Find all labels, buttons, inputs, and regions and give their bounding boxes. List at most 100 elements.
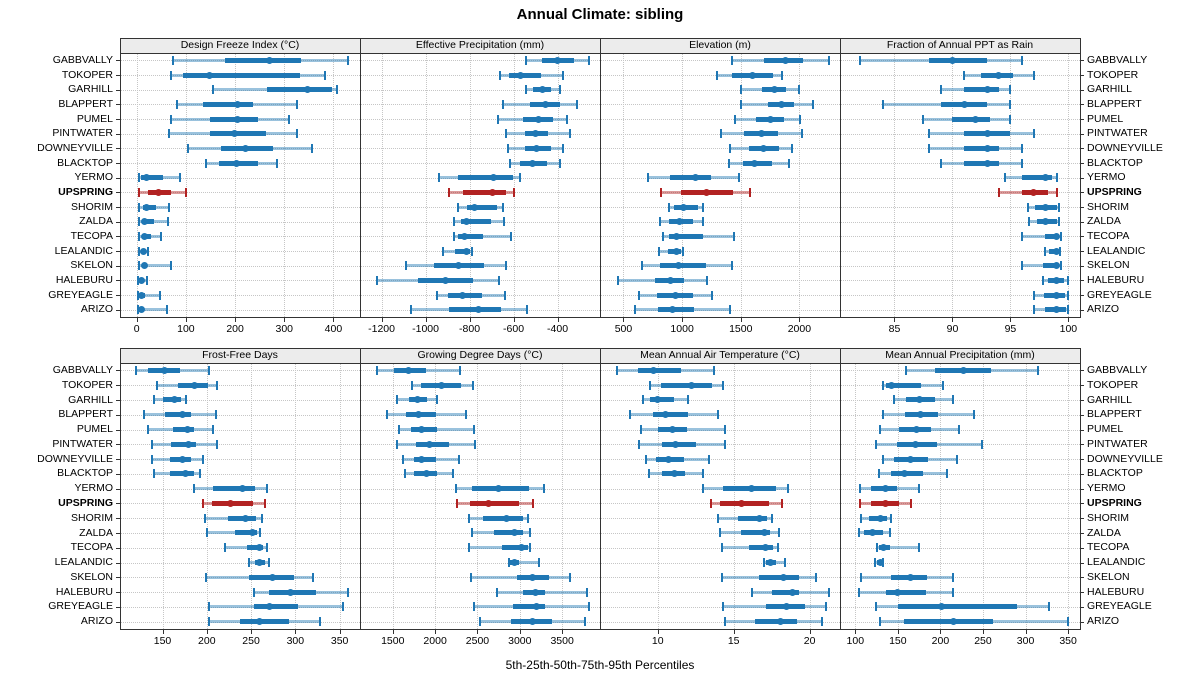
panel-plot [120, 363, 360, 629]
whisker-cap-low [875, 543, 878, 553]
whisker-cap-low [963, 70, 966, 80]
interquartile-box [929, 57, 988, 63]
interquartile-box [467, 204, 497, 210]
whisker-cap-low [893, 395, 896, 405]
gridline-vertical [425, 53, 427, 317]
median-dot [781, 56, 789, 64]
whisker-cap-high [1060, 261, 1063, 271]
median-dot [423, 470, 431, 478]
whisker-cap-low [205, 528, 208, 538]
whisker-cap-high [459, 365, 462, 375]
interquartile-box [209, 116, 258, 122]
gridline-horizontal [840, 518, 1080, 520]
whisker-cap-high [179, 173, 181, 183]
whisker-cap-low [402, 454, 405, 464]
y-tick [1080, 562, 1084, 564]
x-tick [1025, 630, 1027, 634]
x-tick-label: 200 [931, 635, 950, 647]
whisker-cap-low [904, 365, 907, 375]
median-dot [155, 188, 163, 196]
interquartile-box [509, 72, 542, 78]
gridline-horizontal [600, 60, 840, 62]
y-tick [116, 399, 120, 401]
gridline-horizontal [600, 459, 840, 461]
interquartile-box [462, 189, 507, 195]
interquartile-box [455, 248, 471, 254]
whisker-cap-low [442, 246, 445, 256]
interquartile-box [457, 175, 513, 181]
whisker-cap-low [137, 173, 140, 183]
whisker-cap-low [507, 143, 510, 153]
y-tick [116, 562, 120, 564]
median-dot [517, 71, 525, 79]
whisker-cap-high [264, 498, 267, 508]
gridline-horizontal [840, 75, 1080, 76]
station-label-left: SHORIM [71, 200, 113, 213]
gridline-horizontal [840, 414, 1080, 416]
whisker-cap-low [858, 55, 861, 65]
station-label-right: ZALDA [1087, 526, 1121, 539]
panel-strip-label: Design Freeze Index (°C) [180, 39, 300, 51]
gridline-horizontal [360, 459, 600, 461]
median-dot [517, 544, 525, 552]
whisker-cap-high [566, 114, 569, 124]
interquartile-box [1042, 263, 1060, 269]
x-tick-label: 500 [614, 323, 633, 335]
median-dot [437, 381, 445, 389]
whisker-cap-low [211, 85, 214, 95]
y-tick [116, 75, 120, 76]
whisker-cap-high [705, 275, 708, 285]
whisker-cap-high [729, 305, 732, 315]
whisker-cap-low [615, 365, 618, 375]
y-tick [116, 177, 120, 179]
whisker-cap-high [799, 114, 801, 124]
whisker-cap-low [453, 231, 456, 241]
gridline-horizontal [840, 488, 1080, 490]
whisker-cap-high [323, 70, 326, 80]
panel-strip: Effective Precipitation (mm) [360, 38, 600, 53]
y-tick [116, 414, 120, 416]
whisker-cap-low [634, 305, 637, 315]
median-dot [983, 144, 991, 152]
y-tick [116, 429, 120, 431]
y-tick [116, 89, 120, 91]
panel-strip-label: Growing Degree Days (°C) [417, 349, 543, 361]
whisker-cap-high [1067, 305, 1070, 315]
interquartile-box [183, 72, 300, 78]
whisker-cap-low [470, 572, 473, 582]
whisker-cap-high [258, 528, 261, 538]
whisker-cap-low [204, 158, 207, 168]
x-tick-label: 150 [153, 635, 172, 647]
interquartile-box [1045, 233, 1060, 239]
whisker-cap-high [958, 425, 961, 434]
x-tick [623, 318, 625, 322]
whisker-cap-low [142, 410, 145, 420]
gridline-horizontal [360, 547, 600, 549]
whisker-cap-high [347, 55, 350, 65]
whisker-cap-high [346, 587, 349, 597]
whisker-cap-high [733, 231, 736, 241]
median-dot [184, 440, 192, 448]
whisker-cap-low [411, 380, 414, 390]
whisker-cap-low [497, 114, 500, 124]
gridline-horizontal [840, 89, 1080, 91]
gridline-vertical [339, 363, 341, 629]
station-label-right: DOWNEYVILLE [1087, 452, 1163, 465]
whisker-cap-low [1027, 217, 1030, 227]
median-dot [1053, 232, 1061, 240]
whisker-cap-low [716, 70, 719, 80]
median-dot [983, 86, 991, 94]
whisker-cap-high [952, 395, 955, 405]
median-dot [983, 130, 991, 138]
x-tick [513, 318, 515, 322]
gridline-horizontal [360, 518, 600, 520]
station-label-right: SKELON [1087, 570, 1130, 583]
y-tick [116, 265, 120, 267]
whisker-cap-low [204, 572, 207, 582]
whisker-cap-high [287, 114, 290, 124]
whisker-cap-low [879, 425, 881, 434]
median-dot [674, 262, 682, 270]
panel-border-vertical [360, 348, 361, 630]
y-tick [1080, 163, 1084, 164]
panel-border-vertical [360, 38, 361, 318]
